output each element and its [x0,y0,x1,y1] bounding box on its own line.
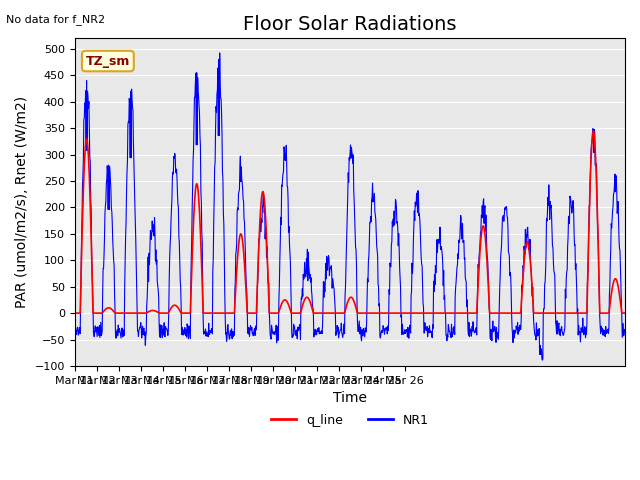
Y-axis label: PAR (umol/m2/s), Rnet (W/m2): PAR (umol/m2/s), Rnet (W/m2) [15,96,29,308]
X-axis label: Time: Time [333,391,367,405]
Legend: q_line, NR1: q_line, NR1 [266,409,434,432]
Title: Floor Solar Radiations: Floor Solar Radiations [243,15,456,34]
Text: No data for f_NR2: No data for f_NR2 [6,14,106,25]
Text: TZ_sm: TZ_sm [86,55,130,68]
